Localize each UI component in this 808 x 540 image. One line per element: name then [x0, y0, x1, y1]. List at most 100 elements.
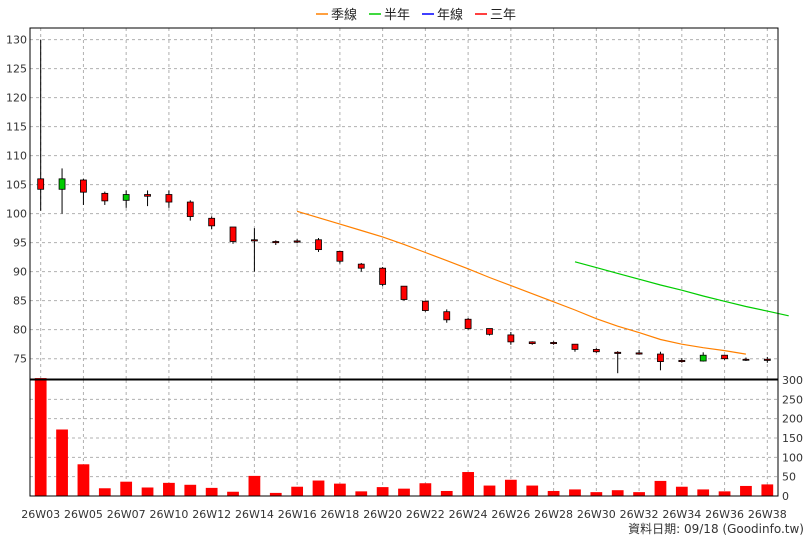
volume-bar: [227, 491, 239, 496]
volume-bar: [184, 484, 197, 496]
candle-body: [486, 328, 493, 335]
candle-body: [229, 226, 237, 242]
volume-panel-border: [29, 379, 779, 497]
volume-bar: [462, 472, 474, 496]
candlesticks: [37, 39, 771, 374]
legend-label: 三年: [490, 8, 516, 23]
volume-tick-label: 0: [782, 490, 789, 503]
candle-body: [550, 342, 557, 345]
candle-body: [507, 334, 515, 343]
volume-bar: [740, 485, 752, 496]
price-tick-label: 80: [13, 324, 27, 337]
x-tick-label: 26W38: [748, 508, 787, 521]
volume-bar: [440, 490, 453, 496]
volume-tick-label: 250: [782, 393, 803, 406]
price-tick-label: 130: [6, 34, 27, 47]
candle-body: [721, 354, 728, 360]
candle-body: [144, 194, 151, 197]
x-tick-label: 26W03: [21, 508, 60, 521]
candle-body: [614, 351, 622, 354]
candle-body: [80, 179, 87, 193]
candle-body: [379, 267, 387, 285]
candle-body: [293, 240, 301, 243]
ma-line-季線: [296, 210, 746, 355]
candle-body: [657, 353, 664, 362]
volume-bar: [355, 491, 368, 496]
volume-bar: [547, 490, 560, 496]
x-tick-label: 26W26: [491, 508, 530, 521]
volume-bars: [34, 378, 774, 496]
volume-bar: [590, 492, 603, 496]
volume-bar: [526, 485, 539, 496]
moving-average-lines: [296, 210, 789, 355]
volume-tick-label: 200: [782, 413, 803, 426]
price-panel-border: [29, 27, 779, 380]
price-tick-label: 120: [6, 92, 27, 105]
candle-body: [678, 360, 686, 362]
price-tick-label: 95: [13, 237, 27, 250]
volume-tick-label: 300: [782, 374, 803, 387]
price-tick-label: 115: [6, 121, 27, 134]
candle-body: [357, 263, 365, 269]
volume-bar: [376, 487, 389, 496]
candle-body: [251, 239, 258, 242]
volume-bar: [56, 429, 68, 496]
volume-bar: [398, 488, 410, 496]
candle-body: [763, 358, 771, 361]
axes: 75 80 85 90 95 100 105 110 115 120 125 130 0 50 100 150…: [6, 27, 803, 521]
legend: 季線 半年 年線 三年: [316, 7, 516, 23]
volume-bar: [312, 480, 325, 496]
volume-tick-label: 100: [782, 451, 803, 464]
volume-bar: [611, 490, 624, 496]
footer-source: 資料日期: 09/18 (Goodinfo.tw): [628, 522, 804, 536]
price-tick-label: 100: [6, 208, 27, 221]
candle-body: [272, 241, 280, 244]
x-tick-label: 26W22: [406, 508, 445, 521]
candle-body: [208, 217, 216, 227]
candle-body: [592, 349, 600, 353]
volume-bar: [77, 464, 90, 496]
candle-body: [528, 341, 536, 345]
legend-label: 半年: [384, 8, 410, 23]
price-tick-label: 85: [13, 295, 27, 308]
volume-bar: [291, 486, 304, 496]
x-tick-label: 26W18: [320, 508, 359, 521]
x-tick-label: 26W34: [662, 508, 701, 521]
volume-tick-label: 50: [782, 471, 796, 484]
price-tick-label: 110: [6, 150, 27, 163]
volume-bar: [504, 479, 517, 496]
candle-body: [443, 311, 451, 321]
ma-line-半年: [574, 261, 789, 317]
price-tick-label: 105: [6, 179, 27, 192]
x-tick-label: 26W36: [705, 508, 744, 521]
x-tick-label: 26W14: [235, 508, 274, 521]
x-tick-label: 26W16: [278, 508, 317, 521]
volume-bar: [120, 481, 133, 496]
x-tick-label: 26W28: [534, 508, 573, 521]
candle-body: [421, 300, 429, 311]
candle-body: [336, 250, 344, 262]
price-tick-label: 125: [6, 63, 27, 76]
volume-bar: [334, 483, 346, 496]
volume-bar: [205, 487, 218, 496]
volume-bar: [483, 485, 496, 496]
candle-body: [165, 194, 173, 203]
x-tick-label: 26W10: [149, 508, 188, 521]
volume-bar: [419, 483, 432, 496]
legend-label: 季線: [331, 7, 357, 23]
candle-body: [37, 178, 45, 190]
x-tick-label: 26W24: [449, 508, 488, 521]
volume-bar: [675, 486, 688, 496]
candle-body: [635, 352, 643, 355]
x-tick-label: 26W32: [620, 508, 659, 521]
volume-bar: [761, 484, 774, 496]
volume-tick-label: 150: [782, 432, 803, 445]
candle-body: [186, 201, 194, 217]
volume-bar: [34, 378, 47, 496]
candle-body: [742, 358, 750, 361]
volume-bar: [269, 492, 282, 496]
candle-body: [122, 194, 130, 201]
x-tick-label: 26W05: [64, 508, 103, 521]
